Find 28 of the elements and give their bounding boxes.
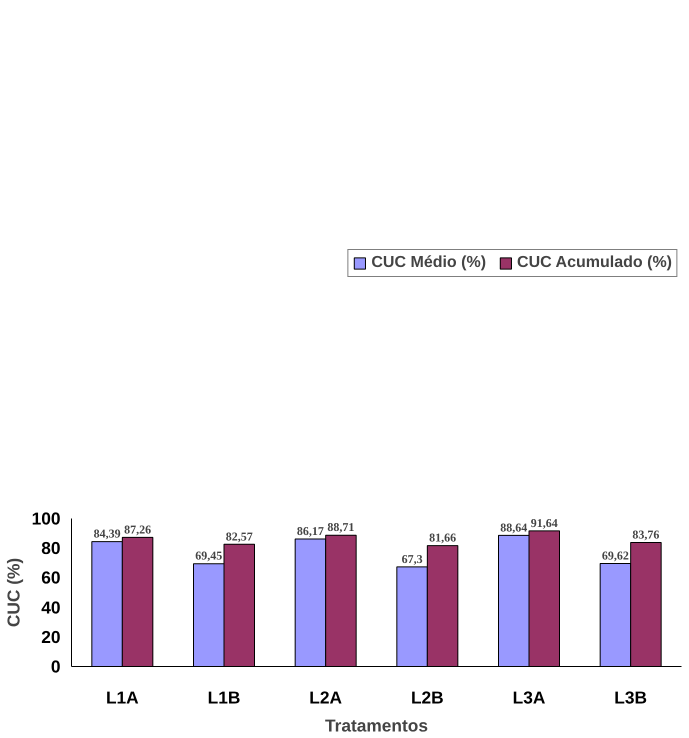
data-label: 81,66 <box>429 530 456 545</box>
data-label: 83,76 <box>632 528 660 542</box>
data-label: 84,39 <box>94 526 121 541</box>
y-axis-title: CUC (%) <box>4 558 24 628</box>
data-label: 91,64 <box>530 516 558 530</box>
x-tick-label: L3B <box>614 688 648 708</box>
x-tick-label: L2B <box>410 688 444 708</box>
y-tick-label: 60 <box>41 568 61 588</box>
data-label: 87,26 <box>124 522 152 536</box>
x-axis-title: Tratamentos <box>324 716 428 736</box>
data-label: 69,45 <box>195 548 222 563</box>
y-tick-label: 0 <box>50 656 61 676</box>
x-tick-label: L2A <box>309 688 343 708</box>
data-label: 67,3 <box>402 552 423 566</box>
data-label: 88,64 <box>500 520 528 534</box>
data-label: 69,62 <box>602 548 629 562</box>
y-tick-label: 20 <box>41 626 61 647</box>
x-tick-label: L1A <box>106 688 140 708</box>
x-tick-label: L1B <box>208 688 240 708</box>
data-label: 82,57 <box>226 529 253 544</box>
y-tick-label: 80 <box>41 538 61 558</box>
x-tick-label: L3A <box>512 688 546 708</box>
data-label: 88,71 <box>327 520 354 534</box>
legend-label: CUC Médio (%) <box>371 254 486 272</box>
y-tick-label: 40 <box>41 597 61 618</box>
legend-label: CUC Acumulado (%) <box>517 254 672 272</box>
y-tick-label: 100 <box>32 508 61 528</box>
data-label: 86,17 <box>296 524 324 538</box>
